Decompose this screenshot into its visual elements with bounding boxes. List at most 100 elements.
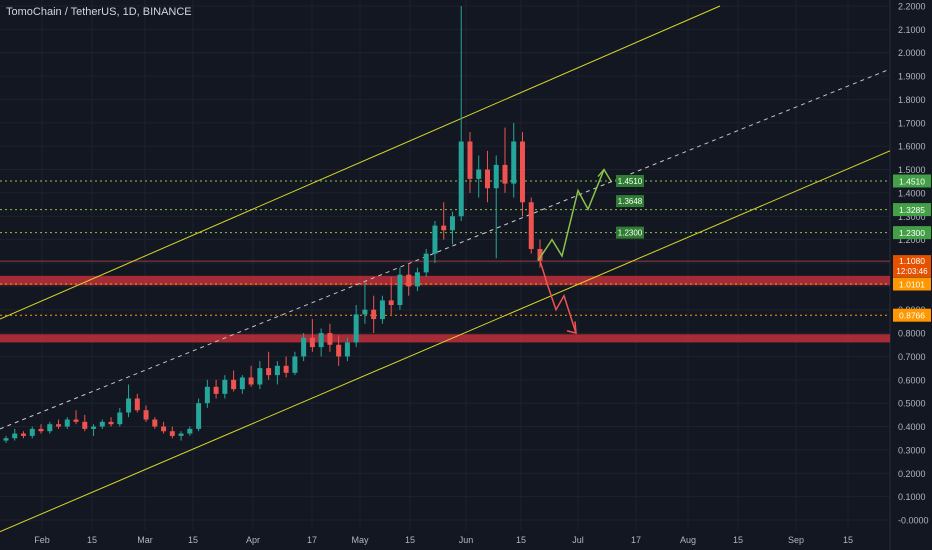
price-tag-orange-2-text: 0.8766 xyxy=(899,311,925,321)
candle-body xyxy=(441,225,447,231)
candle-body xyxy=(169,431,175,436)
candle-body xyxy=(458,141,464,217)
candle-body xyxy=(91,426,97,429)
price-tag-green-1-text: 1.4510 xyxy=(899,176,925,186)
y-tick-label: 0.6000 xyxy=(898,375,926,385)
bearish-path[interactable] xyxy=(539,260,577,334)
candle-body xyxy=(161,426,167,432)
price-tag-orange-1-box xyxy=(893,277,931,291)
candle-body xyxy=(108,421,114,425)
y-tick-label: 1.5000 xyxy=(898,165,926,175)
current-price-box xyxy=(893,255,931,278)
candle-body xyxy=(117,412,123,425)
candle-body xyxy=(432,225,438,254)
candle-body xyxy=(56,424,62,427)
candle-body xyxy=(449,216,455,231)
x-tick-label: Aug xyxy=(680,535,696,545)
channel-upper-line[interactable] xyxy=(0,5,721,320)
trend-channel[interactable] xyxy=(0,5,891,533)
support-zone xyxy=(0,275,890,286)
x-tick-label: 17 xyxy=(307,535,317,545)
level-label-box xyxy=(616,195,644,208)
candle-body xyxy=(371,309,377,320)
y-tick-label: 0.7000 xyxy=(898,352,926,362)
price-tag-green-2-text: 1.3285 xyxy=(899,205,925,215)
candle-body xyxy=(12,433,18,439)
horizontal-levels xyxy=(0,180,890,316)
candle-body xyxy=(283,365,289,373)
x-tick-label: 17 xyxy=(631,535,641,545)
projection-arrows[interactable] xyxy=(537,168,612,335)
y-tick-label: 1.7000 xyxy=(898,118,926,128)
y-tick-label: 0.3000 xyxy=(898,445,926,455)
candle-body xyxy=(528,202,534,249)
y-tick-label: 1.8000 xyxy=(898,95,926,105)
y-tick-label: -0.0000 xyxy=(898,516,929,526)
y-tick-label: 2.2000 xyxy=(898,2,926,12)
x-tick-label: Jun xyxy=(459,535,474,545)
candle-body xyxy=(537,248,543,261)
y-tick-label: 1.3000 xyxy=(898,212,926,222)
candle-body xyxy=(388,300,394,306)
chart-title: TomoChain / TetherUS, 1D, BINANCE xyxy=(6,6,192,18)
level-label-box xyxy=(616,226,644,239)
bearish-arrowhead[interactable] xyxy=(566,321,577,335)
candle-body xyxy=(292,356,298,373)
candle-body xyxy=(467,141,473,179)
bullish-path[interactable] xyxy=(537,169,605,262)
y-tick-label: 0.2000 xyxy=(898,469,926,479)
candle-body xyxy=(38,428,44,432)
y-tick-label: 1.2000 xyxy=(898,235,926,245)
candle-body xyxy=(327,333,333,345)
candle-body xyxy=(126,398,132,413)
time-axis[interactable]: Feb 15 Mar 15 Apr 17 May 15 Jun 15 Jul 17 Aug 15 Sep 15 xyxy=(34,535,853,545)
y-tick-label: 0.4000 xyxy=(898,422,926,432)
x-tick-label: 15 xyxy=(405,535,415,545)
candle-body xyxy=(274,365,280,376)
candle-body xyxy=(397,274,403,306)
support-zone xyxy=(0,334,890,343)
y-tick-label: 1.6000 xyxy=(898,142,926,152)
y-tick-label: 2.1000 xyxy=(898,25,926,35)
x-tick-label: 15 xyxy=(843,535,853,545)
candle-body xyxy=(257,368,263,385)
candle-body xyxy=(344,342,350,357)
x-tick-label: 15 xyxy=(733,535,743,545)
candle-body xyxy=(29,428,35,436)
y-tick-label: 2.0000 xyxy=(898,48,926,58)
countdown-text: 12:03:46 xyxy=(896,267,928,276)
candle-body xyxy=(362,309,368,315)
x-tick-label: May xyxy=(351,535,369,545)
channel-lower-line[interactable] xyxy=(0,150,891,533)
candle-body xyxy=(143,410,149,420)
red-zones xyxy=(0,275,890,343)
candle-body xyxy=(204,386,210,404)
candle-body xyxy=(73,419,79,422)
y-tick-label: 0.8000 xyxy=(898,329,926,339)
candle-body xyxy=(266,368,272,376)
candle-body xyxy=(178,433,184,436)
candle-body xyxy=(152,419,158,427)
candle-body xyxy=(99,421,105,427)
bullish-arrowhead[interactable] xyxy=(597,168,612,182)
level-labels: 1.4510 1.3648 1.2300 xyxy=(616,174,644,239)
x-tick-label: Sep xyxy=(788,535,804,545)
candle-body xyxy=(476,169,482,179)
candle-body xyxy=(222,379,228,394)
level-label-text: 1.4510 xyxy=(618,177,643,186)
candle-body xyxy=(493,164,499,189)
x-tick-label: 15 xyxy=(516,535,526,545)
y-tick-label: 1.4000 xyxy=(898,188,926,198)
grid xyxy=(0,0,891,550)
x-tick-label: 15 xyxy=(188,535,198,545)
candle-body xyxy=(231,379,237,390)
candle-body xyxy=(484,169,490,189)
price-tag-green-3-text: 1.2300 xyxy=(899,228,925,238)
candle-body xyxy=(248,377,254,385)
candle-body xyxy=(336,344,342,357)
candle-body xyxy=(3,438,9,441)
x-tick-label: Jul xyxy=(572,535,584,545)
candle-body xyxy=(21,433,27,436)
candle-body xyxy=(82,421,88,429)
